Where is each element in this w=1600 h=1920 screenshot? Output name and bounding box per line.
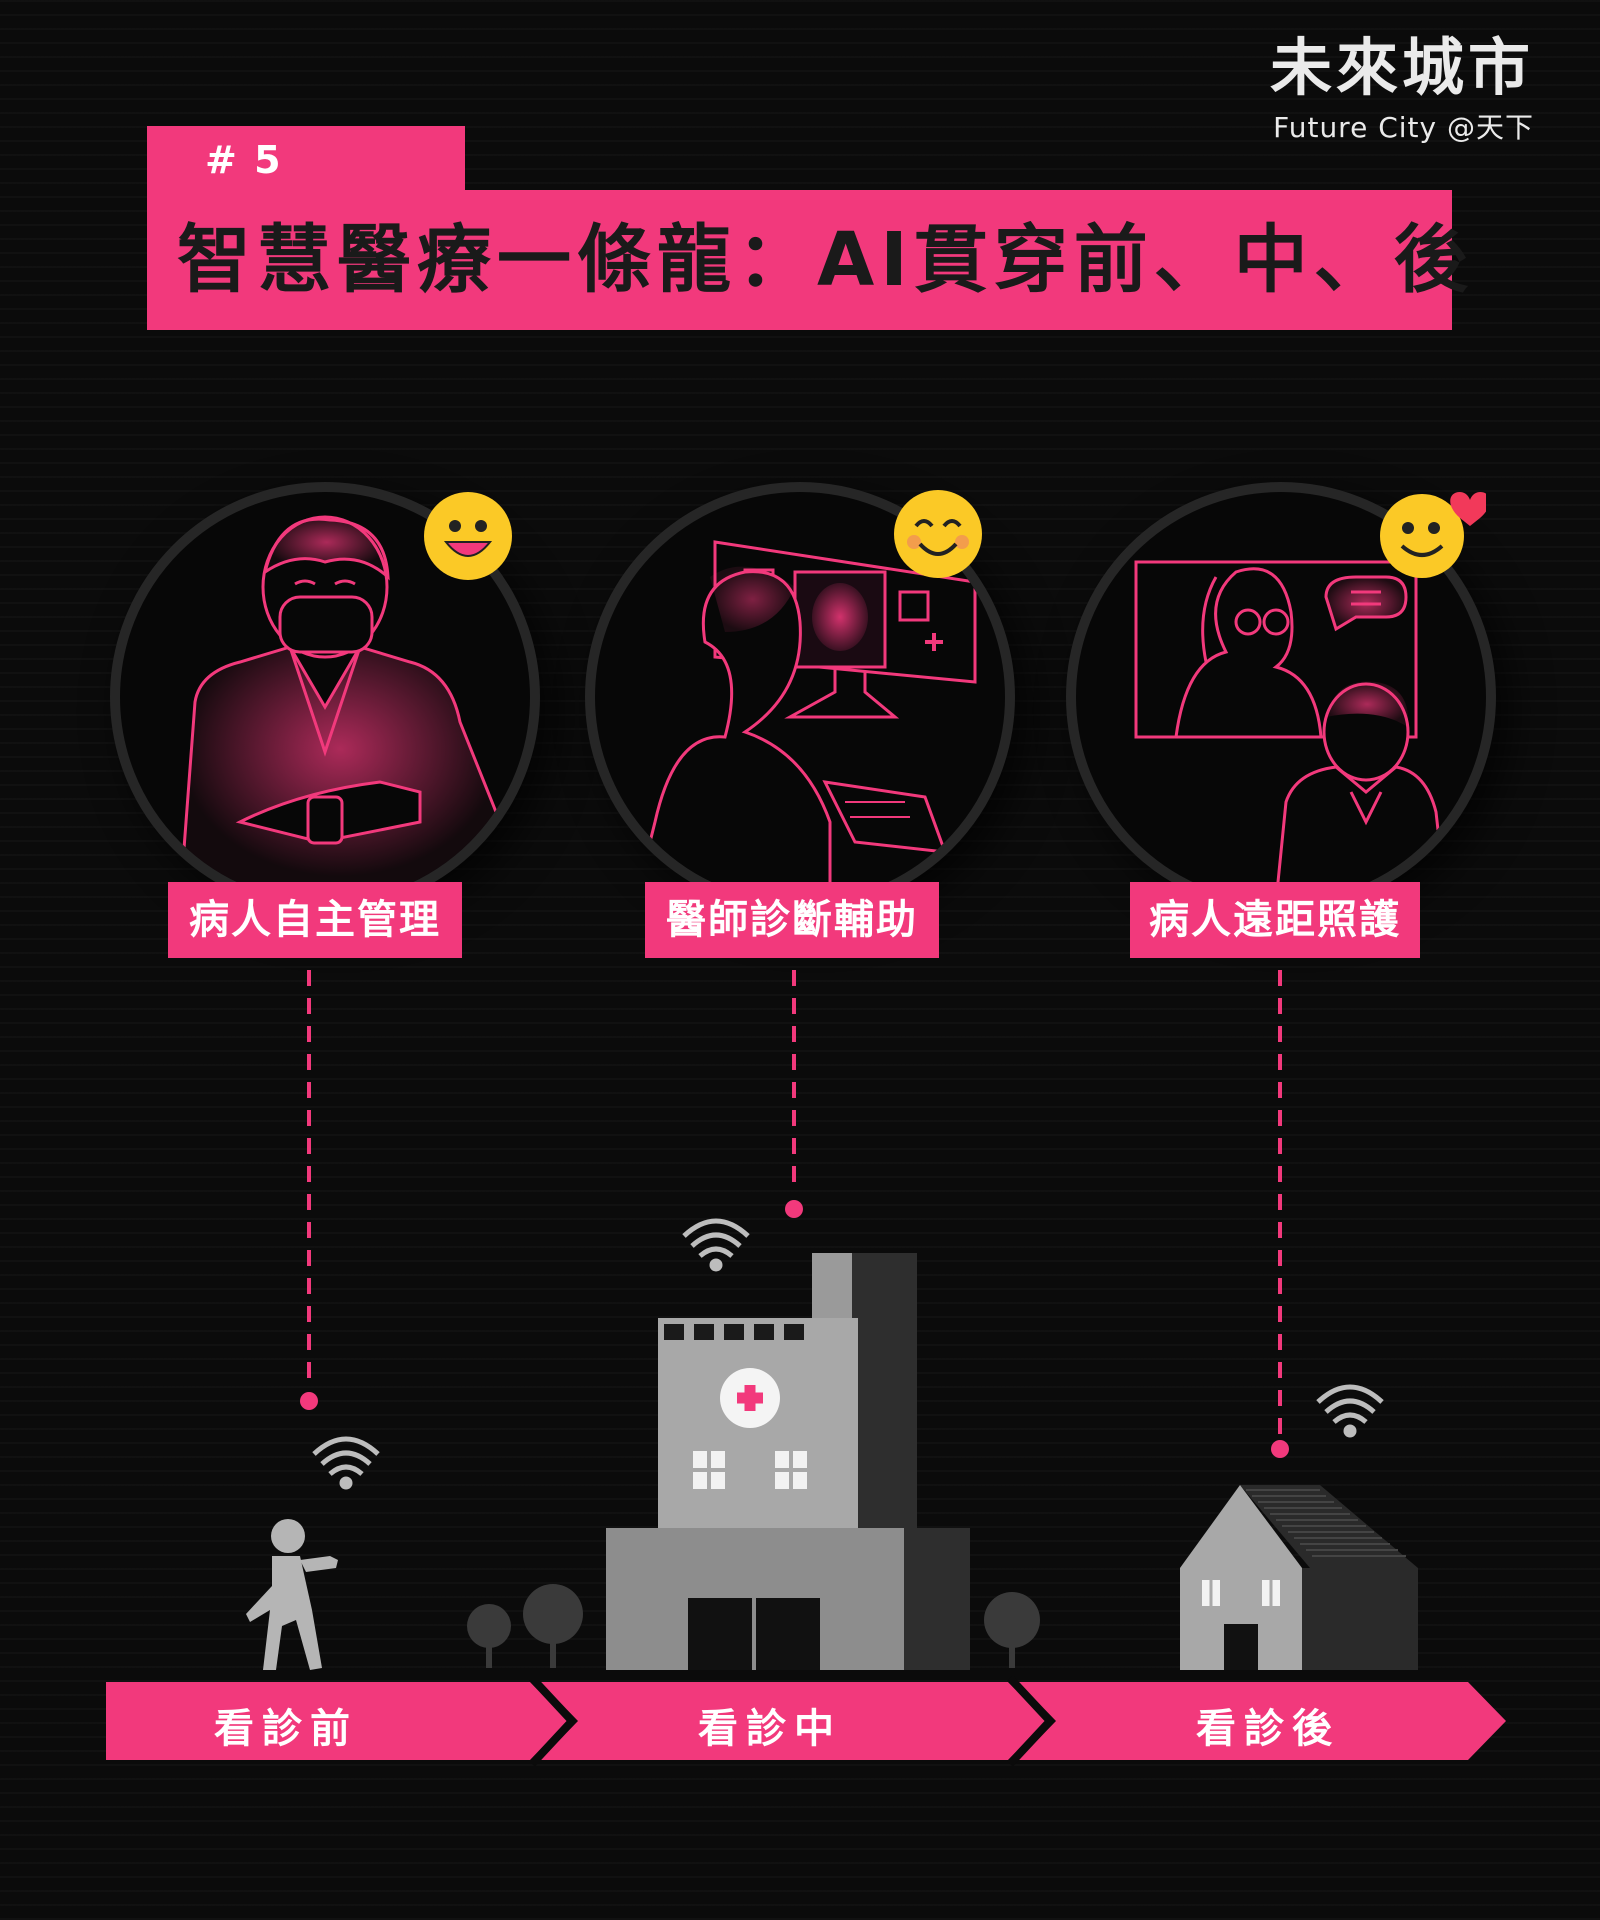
wifi-icon — [312, 1436, 380, 1490]
tree-icon — [467, 1584, 1040, 1668]
remote-care-illustration — [1066, 482, 1496, 912]
remote-care-drawing — [1134, 560, 1448, 902]
stage-arrow-during — [540, 1682, 1046, 1760]
connector-line-before — [307, 970, 311, 1390]
brand-name-en: Future City @天下 — [1273, 111, 1534, 145]
grinning-face-icon — [424, 492, 512, 580]
walking-person-icon — [246, 1519, 338, 1670]
brand-logo: 未來城市 Future City @天下 — [1269, 31, 1534, 146]
stage-arrow-before — [106, 1682, 568, 1760]
stage-label-after: 看診後 — [1196, 1706, 1340, 1752]
house-icon — [1180, 1485, 1418, 1670]
stage-arrow-after — [1018, 1682, 1506, 1760]
wifi-icon — [1316, 1384, 1384, 1438]
label-doctor-diagnosis-assist: 醫師診斷輔助 — [645, 882, 939, 958]
connector-dot-after — [1271, 1440, 1289, 1458]
smiling-face-icon — [894, 490, 982, 578]
timeline-arrows — [106, 1676, 1506, 1766]
issue-tab: # 5 — [147, 126, 465, 196]
stage-label-before: 看診前 — [214, 1706, 358, 1752]
title-banner: 智慧醫療一條龍：AI貫穿前、中、後 — [147, 190, 1468, 330]
connector-line-after — [1278, 970, 1282, 1440]
doctor-monitor-drawing — [633, 540, 977, 902]
stage-label-during: 看診中 — [698, 1706, 842, 1752]
label-remote-patient-care: 病人遠距照護 — [1130, 882, 1420, 958]
city-scene — [246, 1218, 1418, 1670]
wifi-icon — [682, 1218, 750, 1272]
heart-smile-face-icon — [1380, 492, 1486, 578]
patient-smartwatch-drawing — [178, 515, 502, 902]
page-title: 智慧醫療一條龍：AI貫穿前、中、後 — [177, 217, 1474, 303]
label-patient-self-management: 病人自主管理 — [168, 882, 462, 958]
issue-number: # 5 — [205, 138, 283, 182]
brand-name-cn: 未來城市 — [1269, 31, 1534, 104]
hospital-building-icon — [606, 1253, 970, 1670]
connector-line-during — [792, 970, 796, 1190]
connector-dot-before — [300, 1392, 318, 1410]
connector-dot-during — [785, 1200, 803, 1218]
